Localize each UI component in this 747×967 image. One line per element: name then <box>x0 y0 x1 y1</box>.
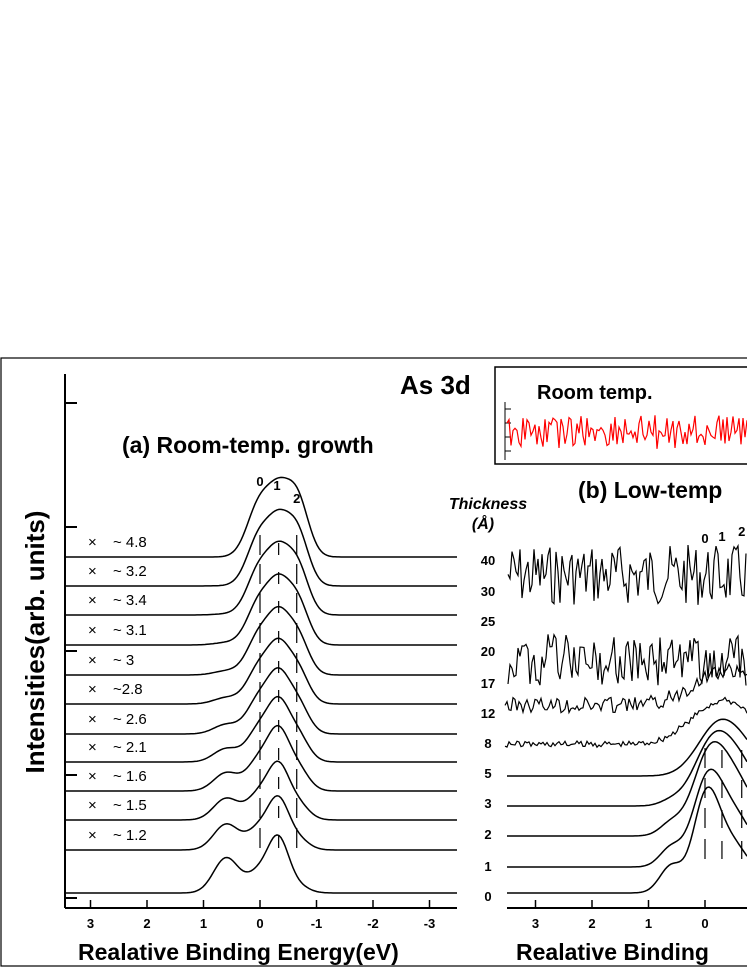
panel-b-low-temp-growth: (b) Low-temp Thickness (Å) 4030252017128… <box>449 477 747 965</box>
series-label: ~ 3 <box>113 652 134 669</box>
panel-a-spectrum <box>65 540 457 616</box>
series-label: ~2.8 <box>113 681 143 698</box>
panel-b-spectrum <box>507 768 747 868</box>
component-label: 1 <box>273 478 280 493</box>
cross-marker: × <box>88 797 97 814</box>
x-tick-label: -1 <box>311 916 323 931</box>
room-temp-inset: Room temp. <box>494 366 747 465</box>
inset-label: Room temp. <box>537 382 653 404</box>
x-tick-label: 2 <box>588 916 595 931</box>
x-tick-label: 3 <box>532 916 539 931</box>
figure-title: As 3d <box>400 370 471 400</box>
series-label: ~ 4.8 <box>113 534 147 551</box>
series-label: ~ 3.1 <box>113 622 147 639</box>
cross-marker: × <box>88 739 97 756</box>
left-y-axis <box>64 374 77 908</box>
y-axis-label: Intensities(arb. units) <box>20 511 50 774</box>
thickness-label: 12 <box>481 706 495 721</box>
thickness-label: 1 <box>484 859 491 874</box>
series-label: ~ 2.1 <box>113 739 147 756</box>
series-label: ~ 3.4 <box>113 592 147 609</box>
panel-a-spectrum <box>65 637 457 705</box>
thickness-legend-title: Thickness <box>449 496 527 513</box>
cross-marker: × <box>88 768 97 785</box>
thickness-label: 30 <box>481 584 495 599</box>
thickness-label: 8 <box>484 736 491 751</box>
panel-b-spectrum <box>504 696 747 749</box>
x-tick-label: 2 <box>143 916 150 931</box>
panel-a-spectrum <box>65 795 457 851</box>
component-label: 1 <box>718 529 725 544</box>
thickness-label: 20 <box>481 644 495 659</box>
component-label: 0 <box>256 474 263 489</box>
panel-a-spectrum <box>65 508 457 587</box>
component-label: 0 <box>701 531 708 546</box>
panel-a-spectrum <box>65 667 457 735</box>
series-label: ~ 1.2 <box>113 827 147 844</box>
x-tick-label: 0 <box>701 916 708 931</box>
panel-b-spectrum <box>504 662 747 715</box>
panel-b-title: (b) Low-temp <box>578 477 722 503</box>
series-label: ~ 1.5 <box>113 797 147 814</box>
thickness-label: 17 <box>481 676 495 691</box>
figure-frame <box>0 357 747 967</box>
x-tick-label: 1 <box>200 916 207 931</box>
cross-marker: × <box>88 652 97 669</box>
panel-a-spectrum <box>65 760 457 821</box>
thickness-label: 40 <box>481 553 495 568</box>
inset-trace <box>506 415 747 449</box>
panel-a-spectrum <box>65 476 457 558</box>
series-label: ~ 3.2 <box>113 563 147 580</box>
panel-b-x-axis: 3 2 1 0 <box>507 900 747 931</box>
cross-marker: × <box>88 681 97 698</box>
x-tick-label: -2 <box>367 916 379 931</box>
x-tick-label: -3 <box>424 916 436 931</box>
panel-b-spectrum <box>507 729 747 807</box>
panel-a-x-label: Realative Binding Energy(eV) <box>78 939 399 965</box>
cross-marker: × <box>88 534 97 551</box>
cross-marker: × <box>88 563 97 580</box>
panel-a-spectrum <box>65 724 457 792</box>
panel-b-spectrum <box>507 740 747 837</box>
panel-b-spectrum <box>507 786 747 894</box>
panel-a-spectrum <box>65 573 457 646</box>
panel-a-title: (a) Room-temp. growth <box>122 432 374 458</box>
panel-a-spectrum <box>65 695 457 763</box>
panel-a-room-temp-growth: (a) Room-temp. growth 0 12 × ~ 4.8× ~ 3.2× ~… <box>65 432 457 965</box>
cross-marker: × <box>88 622 97 639</box>
component-label: 2 <box>738 524 745 539</box>
panel-b-spectrum <box>507 543 747 605</box>
series-label: ~ 2.6 <box>113 711 147 728</box>
panel-a-x-axis: 3 2 1 0 -1 -2 -3 <box>65 900 457 931</box>
panel-b-spectrum <box>507 718 747 777</box>
panel-a-spectrum <box>65 834 457 894</box>
thickness-label: 0 <box>484 889 491 904</box>
component-label: 2 <box>293 491 300 506</box>
x-tick-label: 1 <box>645 916 652 931</box>
series-label: ~ 1.6 <box>113 768 147 785</box>
x-tick-label: 3 <box>87 916 94 931</box>
panel-b-x-label: Realative Binding <box>516 939 709 965</box>
cross-marker: × <box>88 592 97 609</box>
thickness-label: 5 <box>484 766 491 781</box>
panel-b-spectrum <box>507 632 747 686</box>
cross-marker: × <box>88 711 97 728</box>
cross-marker: × <box>88 827 97 844</box>
thickness-label: 2 <box>484 827 491 842</box>
x-tick-label: 0 <box>256 916 263 931</box>
thickness-legend-unit: (Å) <box>472 514 494 533</box>
thickness-label: 3 <box>484 796 491 811</box>
panel-a-spectrum <box>65 605 457 676</box>
thickness-label: 25 <box>481 614 495 629</box>
